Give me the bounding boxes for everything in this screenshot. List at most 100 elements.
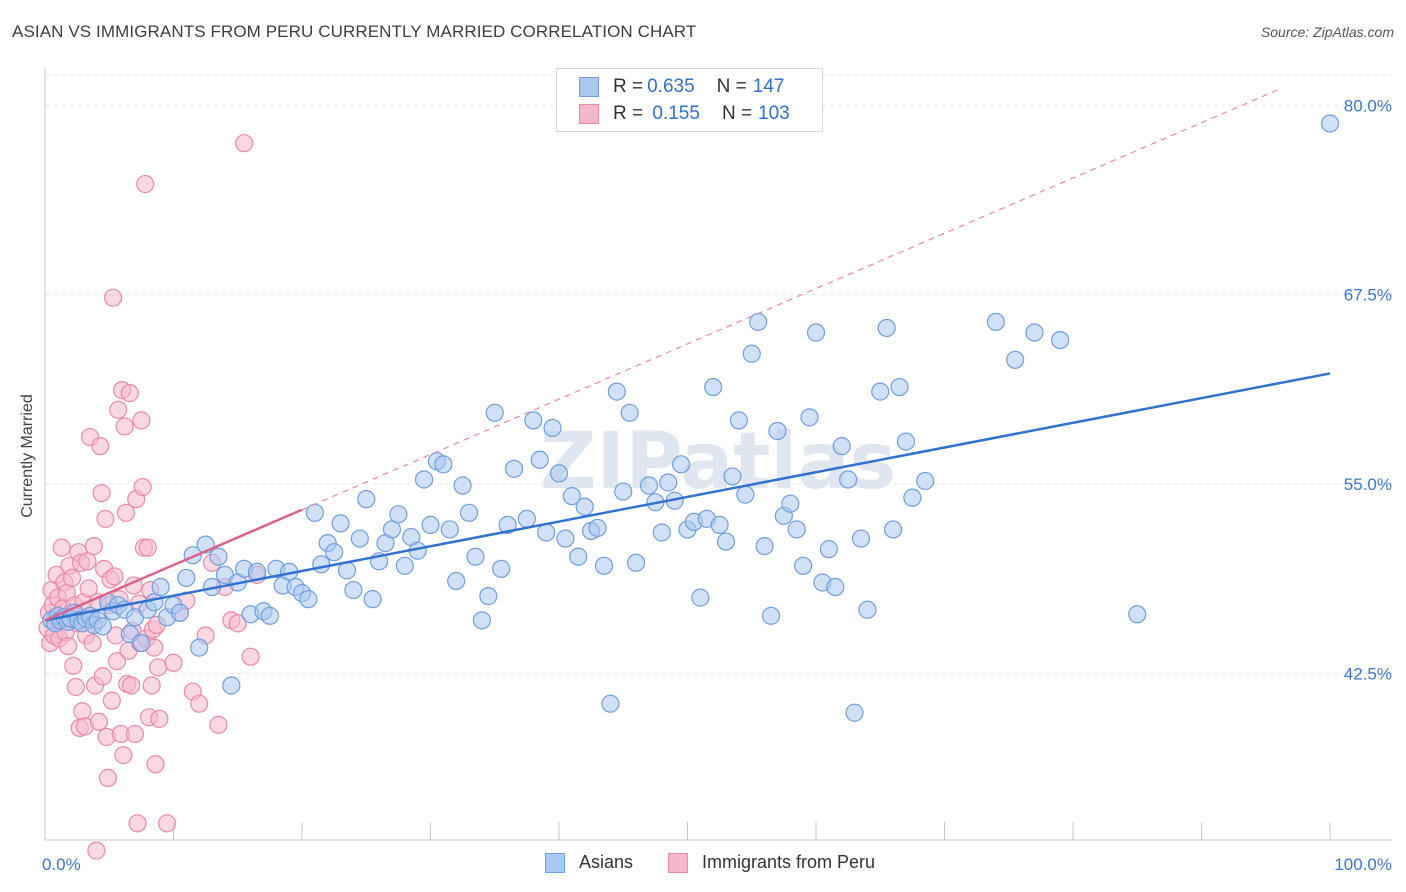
asians-point [883,520,903,539]
peru-point [132,411,151,430]
asians-point [794,556,813,575]
peru-point [235,134,254,153]
chart-title: ASIAN VS IMMIGRANTS FROM PERU CURRENTLY … [12,22,697,41]
peru-point [138,538,157,557]
asians-point [626,553,646,572]
peru-point [98,768,118,787]
peru-point [114,746,133,765]
peru-point [133,477,152,497]
asians-point [414,470,434,489]
legend-label-peru: Immigrants from Peru [702,852,876,872]
asians-point [761,606,781,625]
asians-point [710,515,729,535]
asians-point [877,318,896,338]
asians-point [344,580,363,600]
asians-point [800,408,819,427]
asians-point [492,559,511,578]
asians-point [896,432,916,451]
asians-point [691,588,710,607]
peru-point [157,814,177,833]
asians-point [781,494,800,513]
asians-point [530,450,549,469]
asians-point [389,505,408,524]
asians-point [1128,605,1147,624]
peru-point [84,537,103,556]
y-tick-label: 55.0% [1344,475,1392,494]
legend-item-asians[interactable]: Asians [545,852,633,873]
asians-point [890,377,909,397]
asians-point [832,437,851,456]
y-tick-label: 42.5% [1344,664,1392,683]
x-tick-label: 100.0% [1334,855,1392,874]
watermark: ZIPatlas [540,417,896,507]
asians-point [421,515,440,535]
peru-point [107,652,127,671]
asians-point [1320,114,1340,133]
peru-point [105,567,124,586]
peru-point [164,653,183,672]
r-value: 0.635 [647,76,695,97]
legend-swatch-peru [668,852,688,873]
peru-point [128,814,147,833]
asians-point [858,600,877,619]
legend-item-peru[interactable]: Immigrants from Peru [668,852,875,873]
asians-point [742,344,761,363]
r-value: 0.155 [647,103,700,124]
peru-point [102,691,121,710]
peru-point [73,702,92,721]
peru-point [142,676,161,695]
peru-point [121,676,141,695]
asians-point [485,403,504,422]
peru-point [209,715,228,734]
asians-point [312,555,331,574]
peru-point [116,503,136,522]
asians-point [145,593,164,612]
n-label: N = [721,103,753,124]
asians-point [787,520,806,539]
source-credit: Source: ZipAtlas.com [1260,24,1394,40]
peru-point [52,538,71,557]
asians-point [466,547,485,566]
asians-point [652,523,671,542]
asians-point [543,418,562,438]
peru-point [93,667,112,686]
peru-point [64,656,83,675]
asians-point [151,577,170,597]
asians-point [305,503,324,522]
series-legend: Asians Immigrants from Peru [0,852,1406,878]
asians-point [716,532,736,551]
r-label: R = [613,103,644,124]
peru-point [228,614,247,633]
n-value: 147 [752,76,785,97]
peru-point [89,712,109,731]
asians-point [639,476,659,495]
peru-point [148,658,168,677]
legend-swatch-asians [579,77,599,97]
asians-point [498,515,517,535]
legend-label-asians: Asians [579,852,634,872]
peru-point [125,724,145,744]
y-tick-label: 80.0% [1344,96,1392,115]
legend-row-asians: R = 0.635 N = 147 [579,75,784,99]
asians-point [350,529,369,548]
n-value: 103 [758,103,790,124]
legend-row-peru: R = 0.155 N = 103 [579,102,790,126]
asians-point [806,323,826,342]
asians-point [562,487,581,506]
asians-point [1006,350,1025,369]
asians-point [517,509,536,528]
asians-point [851,529,871,548]
asians-point [845,703,864,722]
asians-point [170,603,190,622]
asians-point [755,537,774,556]
asians-point [826,577,845,597]
peru-point [79,579,98,598]
asians-point [839,470,858,489]
asians-point [363,590,382,609]
asians-point [479,587,498,606]
asians-point [723,467,742,486]
asians-point [260,606,279,625]
peru-point [146,755,165,774]
data-points [38,114,1340,860]
n-label: N = [716,76,747,97]
